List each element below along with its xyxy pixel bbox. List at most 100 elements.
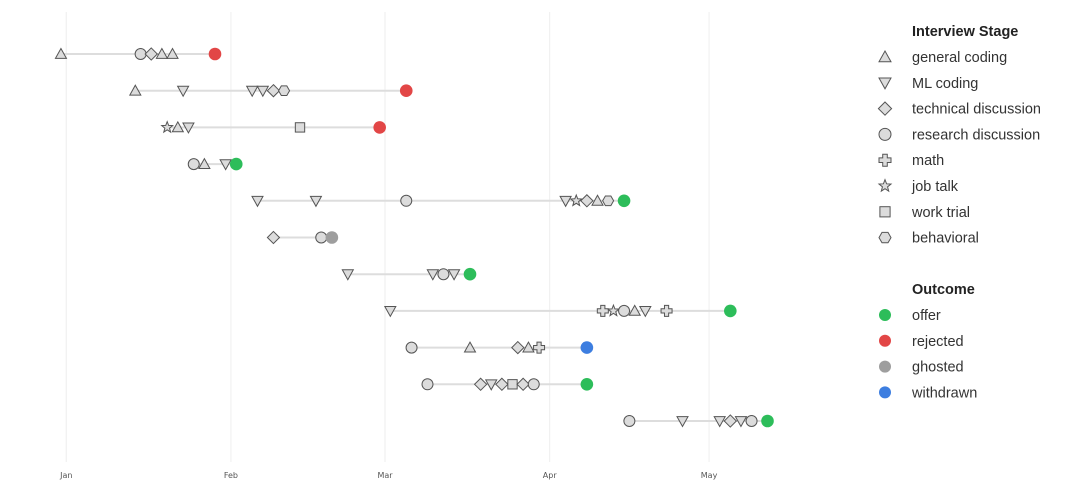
stage-legend-item: general coding (878, 49, 1007, 66)
stage-marker-ml-coding (219, 159, 232, 171)
timeline-row (160, 120, 386, 134)
stage-marker-technical-discussion (266, 83, 281, 98)
outcome-marker-ghosted (325, 231, 339, 244)
outcome-marker-offer (724, 304, 737, 318)
stage-marker-job-talk (569, 193, 584, 207)
outcome-legend-item: withdrawn (879, 385, 977, 401)
stage-legend-label: technical discussion (912, 102, 1041, 118)
stage-marker-ml-coding (734, 416, 748, 428)
stage-marker-technical-discussion (144, 47, 159, 61)
stage-marker-ml-coding (182, 122, 195, 134)
stage-marker-research-discussion (745, 415, 758, 427)
stage-marker-general-coding (166, 47, 179, 59)
stage-marker-ml-coding (176, 85, 190, 98)
rejected-dot-icon (879, 334, 891, 347)
stage-legend-item: behavioral (878, 231, 979, 247)
outcome-marker-offer (463, 267, 477, 281)
x-axis-ticks: Jan Feb Mar Apr May (59, 471, 718, 480)
stage-marker-general-coding (522, 341, 535, 353)
stage-legend-label: work trial (911, 205, 970, 221)
stage-legend-item: research discussion (878, 127, 1040, 143)
stage-marker-technical-discussion (495, 377, 509, 392)
stage-legend-label: behavioral (912, 231, 979, 247)
stage-marker-general-coding (171, 120, 185, 133)
stage-marker-general-coding (198, 157, 211, 169)
stage-marker-ml-coding (426, 269, 440, 281)
stage-marker-ml-coding (309, 195, 323, 208)
offer-dot-icon (879, 309, 891, 321)
outcome-marker-rejected (208, 47, 222, 61)
stage-legend-label: ML coding (912, 76, 978, 92)
stage-marker-research-discussion (618, 304, 631, 317)
timeline-row (421, 377, 594, 392)
stage-legend-label: general coding (912, 50, 1007, 66)
timeline-row (383, 303, 737, 318)
stage-marker-ml-coding (638, 306, 652, 318)
research-discussion-icon (878, 127, 892, 141)
stage-marker-ml-coding (713, 416, 727, 428)
stage-marker-general-coding (128, 84, 142, 96)
behavioral-icon (878, 231, 892, 244)
stage-marker-research-discussion (623, 415, 636, 427)
stage-legend-label: job talk (911, 179, 959, 195)
outcome-legend-title: Outcome (912, 282, 975, 298)
withdrawn-dot-icon (879, 386, 891, 399)
math-icon (878, 153, 892, 167)
x-tick-label: Apr (543, 471, 558, 480)
x-tick-label: May (701, 471, 718, 480)
stage-marker-ml-coding (245, 85, 259, 98)
stage-marker-research-discussion (187, 158, 200, 171)
general-coding-icon (878, 49, 892, 63)
stage-marker-technical-discussion (473, 377, 488, 392)
stage-marker-general-coding (591, 194, 604, 206)
timeline-rows (54, 47, 774, 428)
stage-legend-item: work trial (879, 205, 970, 221)
stage-marker-research-discussion (405, 341, 418, 354)
stage-marker-research-discussion (400, 194, 413, 207)
stage-marker-ml-coding (559, 195, 572, 208)
stage-marker-general-coding (155, 47, 169, 59)
outcome-marker-rejected (399, 84, 413, 97)
stage-legend-items: general coding ML coding technical discuss… (877, 49, 1041, 247)
stage-marker-ml-coding (383, 306, 397, 318)
stage-legend-title: Interview Stage (912, 24, 1018, 40)
outcome-marker-offer (617, 194, 631, 208)
outcome-legend-label: withdrawn (911, 385, 977, 401)
stage-marker-general-coding (54, 47, 68, 59)
stage-marker-math (596, 304, 609, 317)
stage-marker-general-coding (463, 341, 477, 353)
stage-legend-label: research discussion (912, 127, 1040, 143)
grid-lines (65, 12, 710, 462)
stage-legend-label: math (912, 153, 944, 169)
stage-marker-general-coding (628, 304, 642, 316)
stage-marker-ml-coding (676, 416, 689, 428)
stage-marker-research-discussion (315, 231, 328, 244)
outcome-legend-items: offer rejected ghosted withdrawn (879, 308, 977, 401)
outcome-legend-label: offer (912, 308, 941, 324)
outcome-legend-label: ghosted (912, 360, 964, 376)
stage-marker-job-talk (160, 120, 175, 134)
stage-marker-technical-discussion (266, 230, 281, 245)
timeline-row (187, 157, 243, 171)
stage-marker-technical-discussion (580, 194, 594, 208)
stage-marker-technical-discussion (723, 414, 738, 428)
stage-marker-behavioral (602, 195, 615, 207)
x-tick-label: Feb (224, 471, 238, 480)
stage-marker-research-discussion (421, 378, 434, 391)
timeline-row (341, 267, 477, 281)
stage-marker-work-trial (507, 379, 518, 390)
stage-marker-research-discussion (134, 48, 147, 60)
outcome-marker-withdrawn (580, 341, 594, 354)
x-tick-label: Mar (377, 471, 393, 480)
stage-marker-research-discussion (437, 268, 450, 281)
stage-legend-item: technical discussion (877, 101, 1041, 118)
job-talk-icon (877, 178, 893, 193)
stage-marker-research-discussion (527, 378, 540, 391)
work-trial-icon (879, 206, 891, 218)
stage-marker-ml-coding (256, 85, 270, 98)
stage-marker-ml-coding (251, 195, 264, 208)
x-tick-label: Jan (59, 471, 72, 480)
stage-marker-math (660, 304, 673, 317)
timeline-row (405, 340, 594, 355)
